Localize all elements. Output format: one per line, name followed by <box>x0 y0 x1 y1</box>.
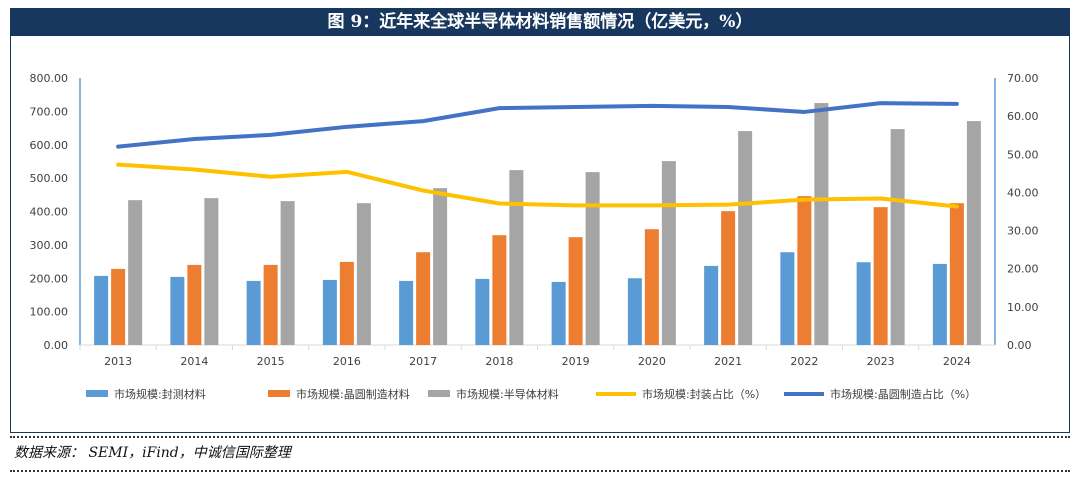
left-tick-label: 0.00 <box>44 339 69 352</box>
legend-label: 市场规模:封测材料 <box>114 387 206 401</box>
bar-1-2017 <box>399 280 414 345</box>
bar-1-2023 <box>856 262 871 345</box>
bar-3-2014 <box>204 198 219 345</box>
bar-1-2014 <box>170 276 185 345</box>
x-tick-label: 2014 <box>180 355 208 368</box>
legend-label: 市场规模:晶圆制造占比（%） <box>830 387 976 401</box>
bar-2-2020 <box>644 229 659 345</box>
x-tick-label: 2019 <box>562 355 590 368</box>
legend-label: 市场规模:半导体材料 <box>456 387 559 401</box>
x-tick-label: 2021 <box>714 355 742 368</box>
bar-3-2024 <box>966 121 981 346</box>
left-tick-label: 400.00 <box>30 206 69 219</box>
legend-label: 市场规模:晶圆制造材料 <box>296 387 410 401</box>
left-tick-label: 800.00 <box>30 72 69 85</box>
bar-3-2020 <box>661 161 676 345</box>
bar-1-2013 <box>94 275 109 345</box>
bar-3-2019 <box>585 172 600 345</box>
chart-frame <box>10 36 1070 433</box>
bar-3-2017 <box>433 188 448 345</box>
legend-label: 市场规模:封装占比（%） <box>642 387 766 401</box>
bar-2-2022 <box>797 196 812 345</box>
x-tick-label: 2018 <box>485 355 513 368</box>
left-tick-label: 500.00 <box>30 172 69 185</box>
x-tick-label: 2020 <box>638 355 666 368</box>
right-tick-label: 60.00 <box>1007 110 1039 123</box>
left-tick-label: 200.00 <box>30 272 69 285</box>
bar-1-2022 <box>780 252 795 345</box>
x-tick-label: 2015 <box>257 355 285 368</box>
bar-2-2019 <box>568 237 583 345</box>
bar-3-2023 <box>890 129 905 345</box>
bar-2-2023 <box>873 207 888 345</box>
bar-2-2014 <box>187 264 202 345</box>
bar-3-2021 <box>738 131 753 345</box>
bar-1-2024 <box>932 263 947 345</box>
right-tick-label: 0.00 <box>1007 339 1032 352</box>
x-tick-label: 2017 <box>409 355 437 368</box>
right-tick-label: 30.00 <box>1007 225 1039 238</box>
source-note: 数据来源： SEMI，iFind，中诚信国际整理 <box>14 445 291 461</box>
left-tick-label: 600.00 <box>30 139 69 152</box>
bar-2-2016 <box>339 261 354 345</box>
bar-1-2019 <box>551 281 566 345</box>
bar-3-2018 <box>509 170 524 345</box>
bar-3-2013 <box>128 200 143 345</box>
bar-2-2015 <box>263 264 278 345</box>
chart: 0.00 100.00 200.00 300.00 400.00 500.00 600.00… <box>30 72 1039 401</box>
bar-1-2020 <box>627 278 642 345</box>
x-tick-label: 2016 <box>333 355 361 368</box>
x-tick-label: 2022 <box>790 355 818 368</box>
bar-3-2015 <box>280 201 295 345</box>
x-tick-label: 2024 <box>943 355 971 368</box>
line-series-1 <box>116 162 959 209</box>
bar-2-2018 <box>492 235 507 345</box>
left-tick-label: 700.00 <box>30 105 69 118</box>
left-tick-label: 300.00 <box>30 239 69 252</box>
bar-3-2022 <box>814 103 829 345</box>
bar-2-2024 <box>949 203 964 345</box>
bar-1-2016 <box>322 279 337 345</box>
bar-1-2015 <box>246 280 261 345</box>
legend-swatch <box>428 390 450 397</box>
bar-2-2013 <box>111 268 126 345</box>
right-tick-label: 10.00 <box>1007 301 1039 314</box>
figure-title: 图 9：近年来全球半导体材料销售额情况（亿美元，%） <box>10 8 1070 36</box>
divider-top <box>10 436 1070 438</box>
bar-2-2017 <box>416 252 431 345</box>
right-tick-label: 50.00 <box>1007 148 1039 161</box>
legend-swatch <box>268 390 290 397</box>
right-tick-label: 40.00 <box>1007 186 1039 199</box>
line-series-2 <box>116 101 959 149</box>
right-tick-label: 20.00 <box>1007 263 1039 276</box>
x-tick-label: 2023 <box>867 355 895 368</box>
bar-1-2021 <box>704 265 719 345</box>
divider-bottom <box>10 470 1070 472</box>
right-tick-label: 70.00 <box>1007 72 1039 85</box>
x-tick-label: 2013 <box>104 355 132 368</box>
bar-2-2021 <box>721 211 736 345</box>
legend-swatch <box>86 390 108 397</box>
bar-3-2016 <box>356 203 371 345</box>
left-tick-label: 100.00 <box>30 306 69 319</box>
bar-1-2018 <box>475 278 490 345</box>
